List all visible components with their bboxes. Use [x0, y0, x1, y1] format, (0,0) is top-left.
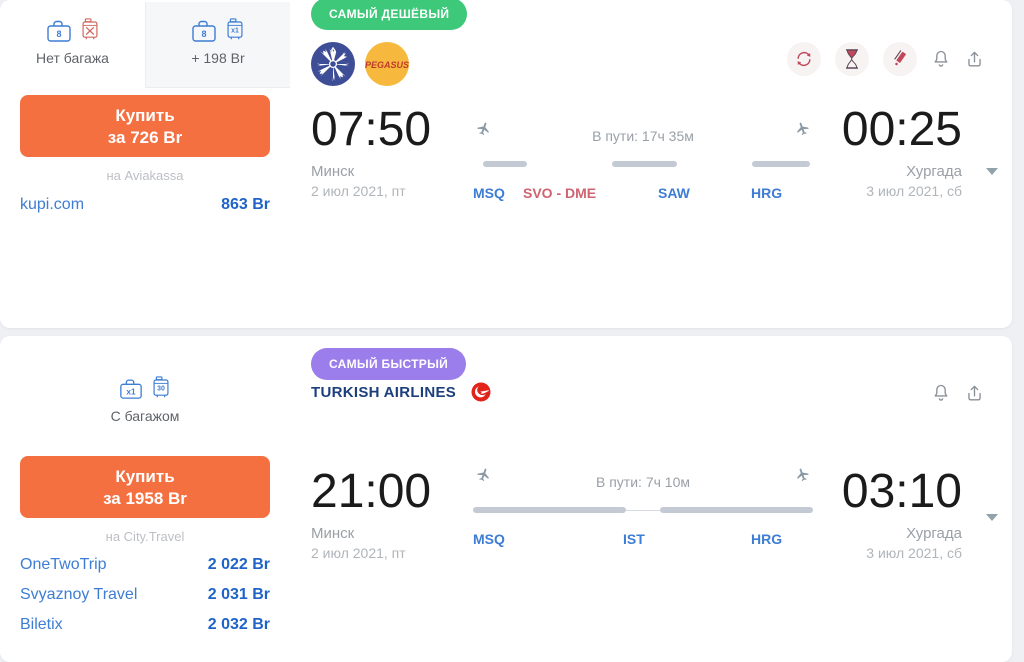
svg-text:PEGASUS: PEGASUS [365, 60, 409, 70]
svg-text:8: 8 [201, 29, 206, 39]
svg-text:x1: x1 [231, 27, 239, 34]
svg-text:8: 8 [56, 29, 61, 39]
svg-text:30: 30 [157, 385, 165, 392]
svg-text:x1: x1 [126, 386, 136, 396]
